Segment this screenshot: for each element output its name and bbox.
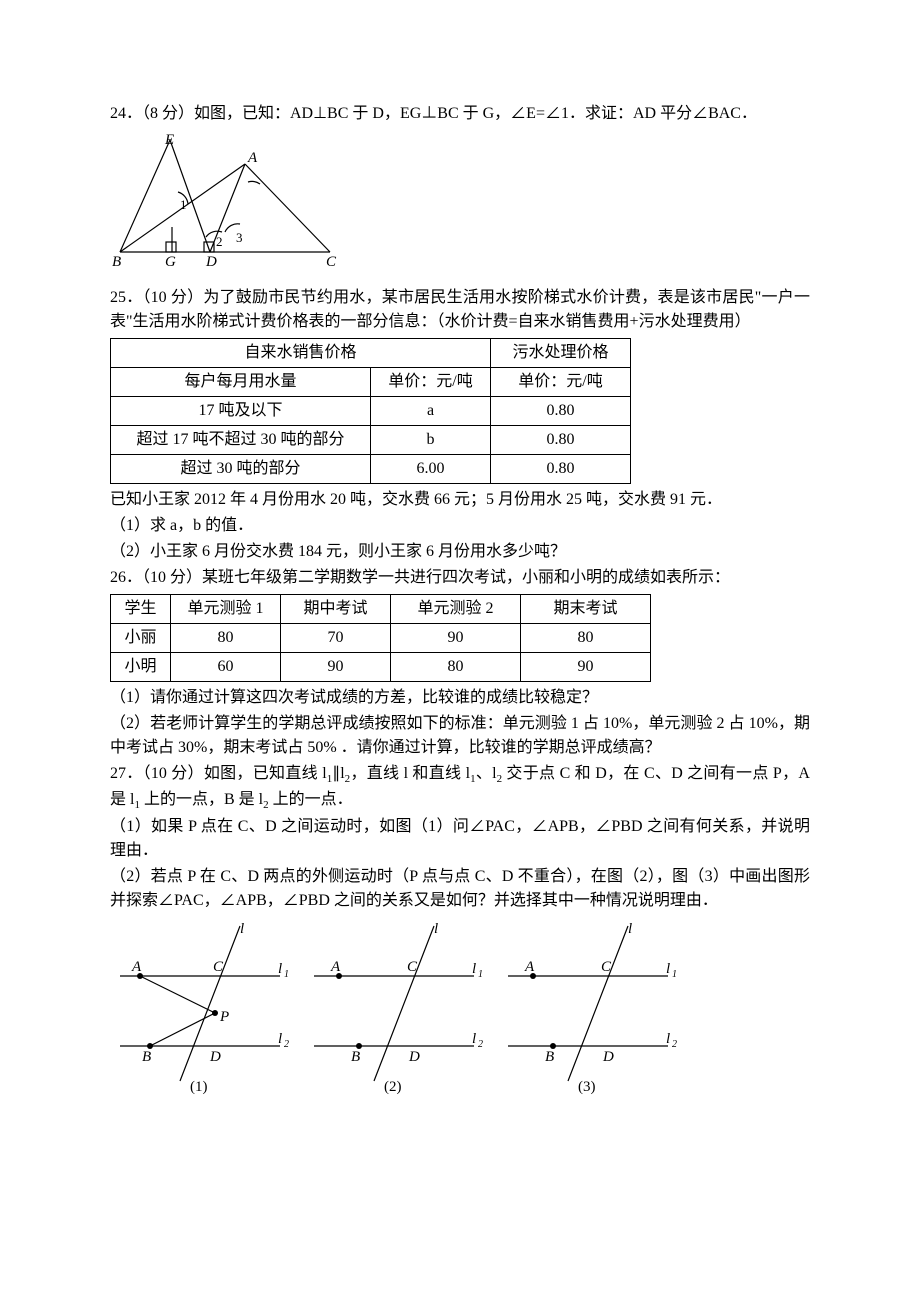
svg-text:2: 2 [216,234,223,249]
svg-text:l: l [472,1031,476,1047]
svg-text:C: C [407,959,418,975]
svg-text:l: l [240,921,244,937]
svg-text:C: C [213,959,224,975]
svg-text:A: A [524,959,535,975]
svg-text:D: D [209,1049,221,1065]
svg-text:l: l [278,961,282,977]
q25-table: 自来水销售价格污水处理价格每户每月用水量单价：元/吨单价：元/吨17 吨及以下a… [110,338,631,484]
svg-text:P: P [219,1009,229,1025]
svg-text:1: 1 [284,969,289,980]
q27-text: 27．（10 分）如图，已知直线 l1∥l2，直线 l 和直线 l1、l2 交于… [110,762,810,813]
q24-text: 24．（8 分）如图，已知：AD⊥BC 于 D，EG⊥BC 于 G，∠E=∠1．… [110,102,810,126]
svg-text:C: C [326,254,337,270]
svg-text:B: B [351,1049,360,1065]
q26-table: 学生单元测验 1期中考试单元测验 2期末考试小丽80709080小明609080… [110,594,651,682]
q25-sub2: （2）小王家 6 月份交水费 184 元，则小王家 6 月份用水多少吨？ [110,540,810,564]
svg-text:E: E [164,132,174,148]
q27-figures: l A C l1 P B D l2 (1) l A C l1 B D l2 (2… [110,921,810,1101]
q25-sub1: （1）求 a，b 的值． [110,514,810,538]
svg-text:A: A [131,959,142,975]
svg-text:2: 2 [672,1039,677,1050]
svg-text:3: 3 [236,230,243,245]
svg-text:D: D [602,1049,614,1065]
svg-text:B: B [142,1049,151,1065]
q26-sub2: （2）若老师计算学生的学期总评成绩按照如下的标准：单元测验 1 占 10%，单元… [110,712,810,760]
q25-after: 已知小王家 2012 年 4 月份用水 20 吨，交水费 66 元；5 月份用水… [110,488,810,512]
svg-text:l: l [434,921,438,937]
q25-text: 25．（10 分）为了鼓励市民节约用水，某市居民生活用水按阶梯式水价计费，表是该… [110,286,810,334]
svg-text:C: C [601,959,612,975]
svg-text:(1): (1) [190,1079,208,1095]
q27-sub2: （2）若点 P 在 C、D 两点的外侧运动时（P 点与点 C、D 不重合），在图… [110,865,810,913]
svg-text:D: D [408,1049,420,1065]
svg-text:(2): (2) [384,1079,402,1095]
q26-text: 26．（10 分）某班七年级第二学期数学一共进行四次考试，小丽和小明的成绩如表所… [110,566,810,590]
svg-text:l: l [666,961,670,977]
svg-text:(3): (3) [578,1079,596,1095]
svg-text:2: 2 [284,1039,289,1050]
svg-text:D: D [205,254,217,270]
svg-text:A: A [330,959,341,975]
svg-text:B: B [112,254,121,270]
svg-text:l: l [278,1031,282,1047]
svg-text:A: A [247,150,258,166]
svg-text:1: 1 [672,969,677,980]
svg-text:1: 1 [180,197,187,212]
svg-text:l: l [628,921,632,937]
q26-sub1: （1）请你通过计算这四次考试成绩的方差，比较谁的成绩比较稳定？ [110,686,810,710]
svg-text:G: G [165,254,176,270]
svg-text:l: l [666,1031,670,1047]
svg-text:2: 2 [478,1039,483,1050]
q27-sub1: （1）如果 P 点在 C、D 之间运动时，如图（1）问∠PAC，∠APB，∠PB… [110,815,810,863]
svg-text:B: B [545,1049,554,1065]
svg-text:l: l [472,961,476,977]
svg-text:1: 1 [478,969,483,980]
q24-figure: E A B G D C 1 2 3 [110,132,810,280]
